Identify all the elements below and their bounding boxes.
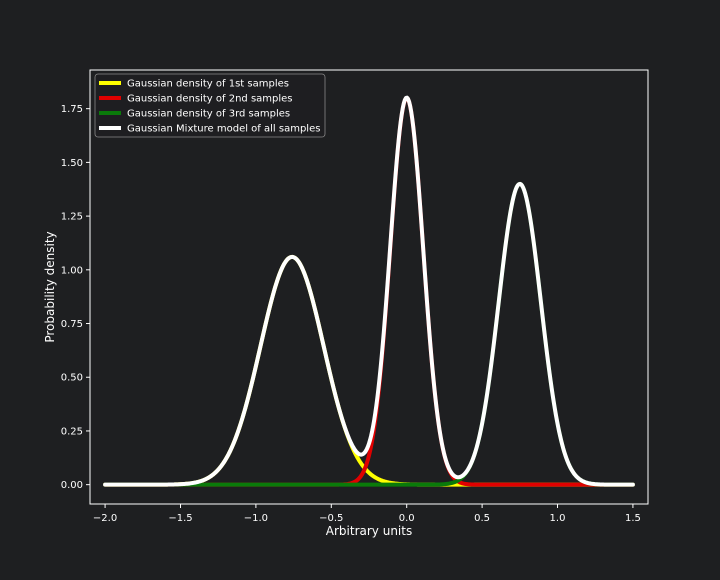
series-layer [103,95,635,487]
y-tick-label: 1.75 [61,104,83,115]
y-tick-label: 1.50 [61,158,83,169]
series-line-4 [103,95,635,487]
y-tick-label: 1.25 [61,212,83,223]
y-axis-ticks: 0.00 0.25 0.50 0.75 1.00 1.25 1.50 1.75 [61,104,90,491]
x-tick-label: −2.0 [93,513,117,524]
legend-label: Gaussian Mixture model of all samples [127,124,320,135]
plot-area-background [90,70,648,504]
y-tick-label: 0.00 [61,480,83,491]
x-tick-label: 0.0 [399,513,415,524]
legend-label: Gaussian density of 2nd samples [127,94,293,105]
y-tick-label: 1.00 [61,265,83,276]
x-axis-label: Arbitrary units [326,524,412,538]
x-tick-label: −1.0 [244,513,268,524]
legend-items: Gaussian density of 1st samples Gaussian … [99,79,320,135]
x-tick-label: −0.5 [319,513,343,524]
legend-label: Gaussian density of 3rd samples [127,109,290,120]
legend-label: Gaussian density of 1st samples [127,79,289,90]
y-tick-label: 0.75 [61,319,83,330]
legend: Gaussian density of 1st samples Gaussian … [94,73,326,138]
y-tick-label: 0.50 [61,373,83,384]
axes-frame [89,69,649,505]
x-tick-label: 0.5 [474,513,490,524]
legend-box [94,73,326,138]
x-axis-ticks: −2.0 −1.5 −1.0 −0.5 0.0 0.5 1.0 1.5 [93,504,641,524]
x-tick-label: 1.5 [625,513,641,524]
y-axis-label: Probability density [43,231,57,342]
x-tick-label: −1.5 [168,513,192,524]
x-tick-label: 1.0 [550,513,566,524]
y-tick-label: 0.25 [61,426,83,437]
